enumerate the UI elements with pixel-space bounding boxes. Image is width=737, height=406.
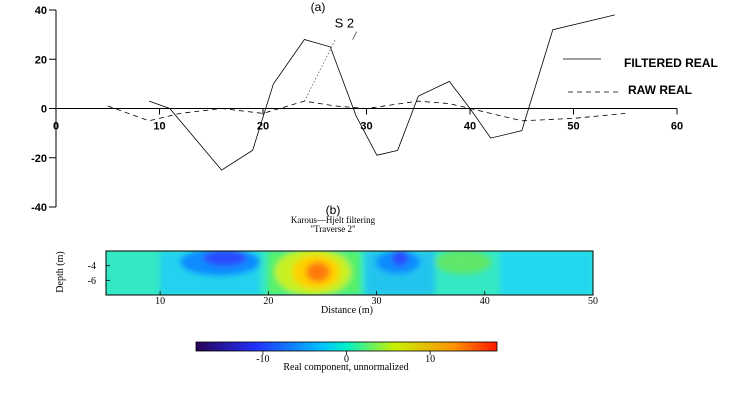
legend-label-filtered: FILTERED REAL [624, 56, 718, 70]
panel-a-x-tick-label: 0 [53, 121, 59, 133]
panel-a-y-tick-label: -20 [31, 153, 47, 165]
heatmap-frame [105, 250, 594, 296]
panel-a-x-tick-label: 40 [464, 121, 476, 133]
panel-a-y-tick-label: -40 [31, 202, 47, 214]
heatmap-y-tick-label: -6 [88, 276, 96, 287]
panel-a-line-chart: (a) 40 20 0 -20 -40 0 10 20 30 40 50 60 S 2 FILTER… [31, 0, 718, 214]
panel-a-x-tick-label: 20 [257, 121, 269, 133]
series-raw-real-line [107, 100, 626, 122]
panel-a-x-tick-label: 50 [567, 121, 579, 133]
heatmap-x-tick-label: 40 [480, 296, 490, 307]
heatmap-x-tick-label: 20 [263, 296, 273, 307]
s2-annotation-leader [352, 31, 357, 40]
panel-b-heatmap: (b) Karous—Hjelt filtering "Traverse 2" [55, 203, 598, 373]
heatmap-y-tick-label: -4 [88, 261, 96, 272]
legend-label-raw: RAW REAL [628, 83, 692, 97]
heatmap-x-label: Distance (m) [321, 305, 373, 316]
heatmap-y-label: Depth (m) [55, 251, 66, 292]
heatmap-subtitle: "Traverse 2" [310, 224, 356, 234]
heatmap-x-tick-label: 10 [155, 296, 165, 307]
series-filtered-real-line [148, 14, 615, 171]
s2-annotation: S 2 [335, 16, 355, 31]
legend: FILTERED REAL RAW REAL [563, 56, 718, 97]
colorbar-tick-label: -10 [256, 354, 269, 365]
panel-b-label: (b) [326, 203, 341, 217]
heatmap-x-tick-label: 50 [588, 296, 598, 307]
heatmap-title: Karous—Hjelt filtering [291, 215, 376, 225]
panel-a-y-tick-label: 40 [35, 5, 47, 17]
panel-a-y-tick-label: 20 [35, 54, 47, 66]
panel-a-y-tick-label: 0 [41, 104, 47, 116]
colorbar-tick-label: 10 [425, 354, 435, 365]
panel-a-x-tick-label: 10 [153, 121, 165, 133]
panel-a-x-tick-label: 30 [360, 121, 372, 133]
panel-a-x-tick-label: 60 [671, 121, 683, 133]
panel-a-label: (a) [311, 0, 326, 14]
series-dotted-line [304, 39, 336, 102]
colorbar-tick-label: 0 [344, 354, 349, 365]
heatmap-x-tick-label: 30 [372, 296, 382, 307]
colorbar-label: Real component, unnormalized [283, 362, 408, 373]
heatmap-field [106, 251, 593, 295]
colorbar [195, 341, 498, 352]
